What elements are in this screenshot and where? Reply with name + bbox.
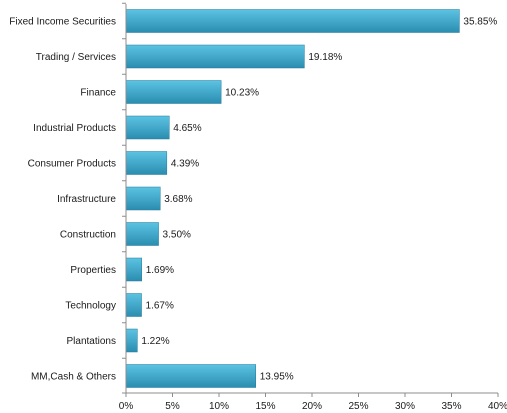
category-label-mm-cash-others: MM,Cash & Others xyxy=(31,372,116,383)
bar-industrial-products xyxy=(125,115,170,140)
x-tick-label: 35% xyxy=(441,401,461,412)
category-label-industrial-products: Industrial Products xyxy=(33,123,116,134)
category-label-plantations: Plantations xyxy=(67,336,116,347)
category-label-trading-services: Trading / Services xyxy=(36,52,116,63)
x-tick-label: 10% xyxy=(209,401,229,412)
bar-trading-services xyxy=(125,44,305,69)
x-tick-label: 5% xyxy=(165,401,180,412)
x-tick-label: 40% xyxy=(488,401,507,412)
value-label-properties: 1.69% xyxy=(146,265,174,276)
bar-technology xyxy=(125,293,142,317)
x-tick-label: 20% xyxy=(302,401,322,412)
value-label-industrial-products: 4.65% xyxy=(173,123,201,134)
category-label-infrastructure: Infrastructure xyxy=(57,194,116,205)
x-tick-label: 30% xyxy=(395,401,415,412)
value-label-construction: 3.50% xyxy=(163,230,191,241)
bar-mm-cash-others xyxy=(125,364,256,388)
value-label-infrastructure: 3.68% xyxy=(164,194,192,205)
x-tick-label: 15% xyxy=(255,401,275,412)
value-label-trading-services: 19.18% xyxy=(308,52,342,63)
value-label-mm-cash-others: 13.95% xyxy=(260,372,294,383)
category-label-consumer-products: Consumer Products xyxy=(28,159,116,170)
category-label-properties: Properties xyxy=(70,265,116,276)
x-tick-label: 0% xyxy=(119,401,134,412)
value-label-technology: 1.67% xyxy=(146,301,174,312)
bar-fixed-income-securities xyxy=(125,9,460,33)
value-label-finance: 10.23% xyxy=(225,88,259,99)
value-label-plantations: 1.22% xyxy=(141,336,169,347)
axis-layer: Fixed Income Securities Trading / Service… xyxy=(9,2,507,412)
bar-consumer-products xyxy=(125,151,168,175)
bar-infrastructure xyxy=(125,186,161,211)
category-label-fixed-income-securities: Fixed Income Securities xyxy=(9,17,116,28)
category-label-technology: Technology xyxy=(65,301,116,312)
bar-properties xyxy=(125,257,142,282)
bar-plantations xyxy=(125,328,138,353)
bar-finance xyxy=(125,80,222,104)
value-label-consumer-products: 4.39% xyxy=(171,159,199,170)
value-label-fixed-income-securities: 35.85% xyxy=(463,17,497,28)
category-label-construction: Construction xyxy=(60,230,116,241)
x-tick-label: 25% xyxy=(348,401,368,412)
category-label-finance: Finance xyxy=(80,88,116,99)
bars-layer: 35.85% 19.18% 10.23% 4.65% 4.39% 3.68% 3.50% 1.… xyxy=(125,9,497,388)
bar-construction xyxy=(125,222,159,246)
